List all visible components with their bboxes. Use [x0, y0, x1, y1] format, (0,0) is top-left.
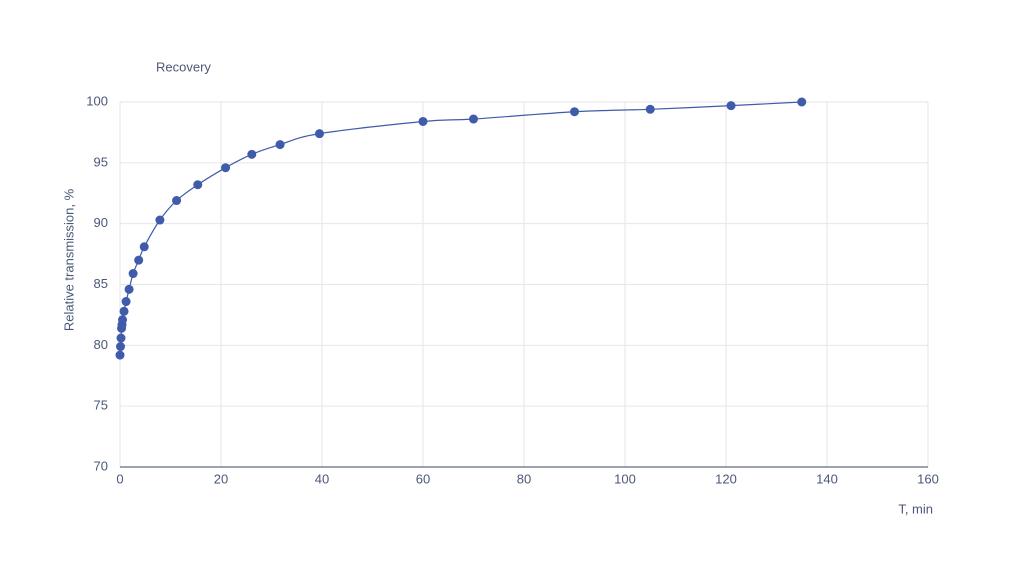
data-point [119, 306, 129, 316]
data-point [570, 107, 579, 117]
data-point [193, 180, 203, 190]
data-point [139, 242, 149, 252]
data-point [115, 350, 125, 360]
y-axis-label: Relative transmission, % [61, 188, 76, 331]
y-tick-label: 95 [94, 154, 108, 169]
x-tick-label: 40 [315, 471, 329, 486]
data-point [797, 97, 807, 107]
x-axis-label: T, min [898, 501, 933, 516]
x-tick-label: 20 [214, 471, 228, 486]
x-tick-label: 0 [116, 471, 123, 486]
data-point [221, 163, 231, 173]
x-tick-label: 140 [816, 471, 838, 486]
x-tick-label: 160 [917, 471, 939, 486]
data-point [418, 116, 428, 126]
y-tick-label: 90 [94, 215, 108, 230]
data-point [124, 284, 134, 294]
y-tick-label: 75 [94, 398, 108, 413]
data-point [314, 129, 324, 139]
y-tick-label: 80 [94, 337, 108, 352]
data-point [247, 149, 257, 159]
x-tick-label: 80 [517, 471, 531, 486]
data-point [172, 196, 182, 206]
chart-title: Recovery [156, 59, 211, 74]
data-point [116, 333, 126, 343]
data-point [469, 114, 478, 124]
data-point [128, 269, 138, 279]
data-point [121, 297, 131, 307]
x-tick-label: 100 [614, 471, 636, 486]
data-point [118, 315, 128, 325]
x-tick-label: 60 [416, 471, 430, 486]
data-point [726, 101, 736, 111]
data-point [155, 215, 165, 225]
data-point [275, 140, 285, 150]
y-tick-label: 85 [94, 276, 108, 291]
y-tick-label: 70 [94, 458, 108, 473]
y-tick-label: 100 [86, 93, 108, 108]
series-line [119, 101, 802, 356]
data-point [134, 255, 144, 265]
x-tick-label: 120 [715, 471, 737, 486]
data-point [645, 104, 655, 114]
data-point [116, 342, 126, 352]
